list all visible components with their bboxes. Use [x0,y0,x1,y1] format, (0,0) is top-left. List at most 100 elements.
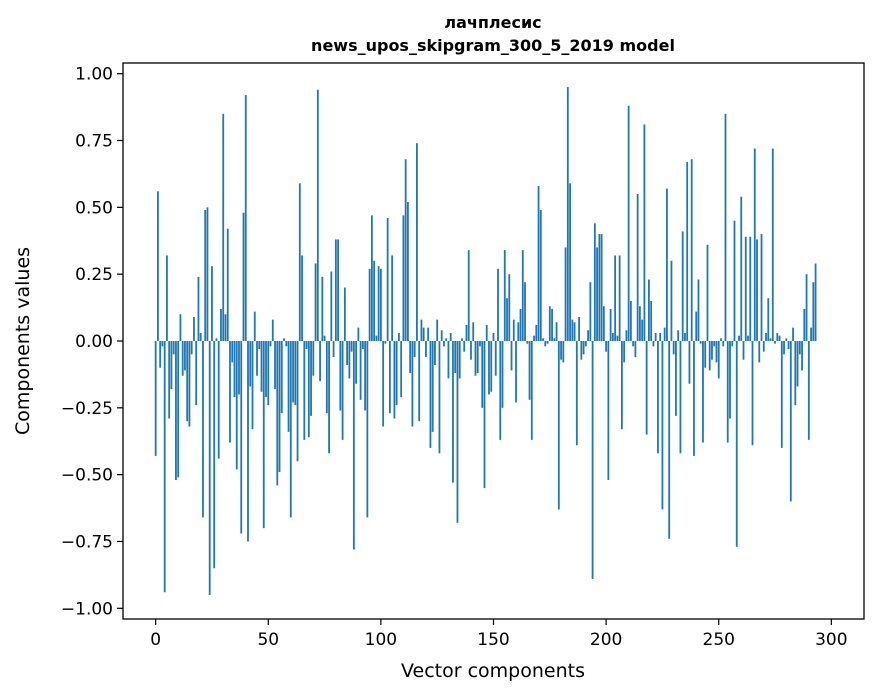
bar [416,143,418,341]
bar [508,274,511,341]
bar [810,327,812,341]
bar [582,341,585,355]
bar [285,341,288,347]
bar [193,316,195,341]
bar [265,341,267,398]
bar [274,341,276,390]
bar [271,319,274,341]
bar [418,341,421,422]
bar [607,341,610,480]
bar [226,228,229,341]
bar [330,271,333,341]
bar [296,341,299,462]
bar [375,335,378,341]
bar [648,279,650,341]
bar [614,255,617,341]
bar [497,268,499,341]
bar [521,250,524,341]
bar [267,341,270,406]
bar [436,319,439,341]
bar [384,341,387,344]
bar [413,341,416,358]
bar [332,341,335,358]
bar [157,191,159,341]
bar [623,341,626,363]
bar [434,341,436,366]
bar [796,341,799,387]
y-tick-label: −0.50 [61,466,113,486]
bar [208,341,211,595]
bar [278,341,281,472]
y-tick-label: −0.25 [61,399,113,419]
bar [258,341,261,350]
bar [443,341,445,347]
bar [458,341,461,379]
bar [298,183,301,341]
bar [584,341,587,347]
bar [652,341,655,347]
bar [422,327,425,341]
bar [222,113,225,341]
bar [488,341,490,395]
bar [641,319,644,341]
bar [319,341,321,382]
bar [789,341,792,502]
bar [690,159,693,341]
bar [551,308,553,341]
bar [528,341,531,400]
bar [366,341,369,518]
bar [756,239,758,341]
bar [774,341,776,344]
bar [629,300,632,341]
bar [661,341,664,510]
bar [339,341,342,411]
bar [593,223,596,341]
bar [695,311,698,341]
bar [717,341,720,379]
bar [233,341,236,398]
bar [235,341,238,470]
bar [391,255,394,341]
bar [197,276,200,341]
bar [503,250,506,341]
bar [569,183,571,341]
bar [501,341,504,408]
bar [515,341,517,403]
bar [562,341,565,363]
bar [666,188,668,341]
bar [580,341,583,360]
bar [465,324,468,341]
bar [328,341,330,454]
bar [181,341,184,376]
bar [544,341,547,347]
bar [742,341,745,360]
bar [620,341,623,430]
bar [672,341,675,355]
bar [499,341,502,440]
bar [555,322,558,341]
bar [256,341,258,376]
bar [769,338,772,341]
bar [368,268,371,341]
bar [346,341,348,366]
chart-title-line-2: news_upos_skipgram_300_5_2019 model [311,36,675,55]
y-tick-label: 0.00 [75,332,113,352]
bar [269,341,272,347]
x-tick-label: 200 [590,630,622,650]
bar [211,266,213,341]
bar [429,341,432,448]
bar [715,341,718,363]
bar [206,207,209,341]
bar [323,335,326,341]
bar [170,341,173,390]
bar [337,239,339,341]
bar [771,148,774,341]
bar [244,95,247,341]
bar [798,341,801,355]
bar [767,298,770,341]
bar [481,341,484,408]
bar [242,212,245,341]
bar [519,308,522,341]
bar [188,341,191,427]
bar [325,341,328,414]
